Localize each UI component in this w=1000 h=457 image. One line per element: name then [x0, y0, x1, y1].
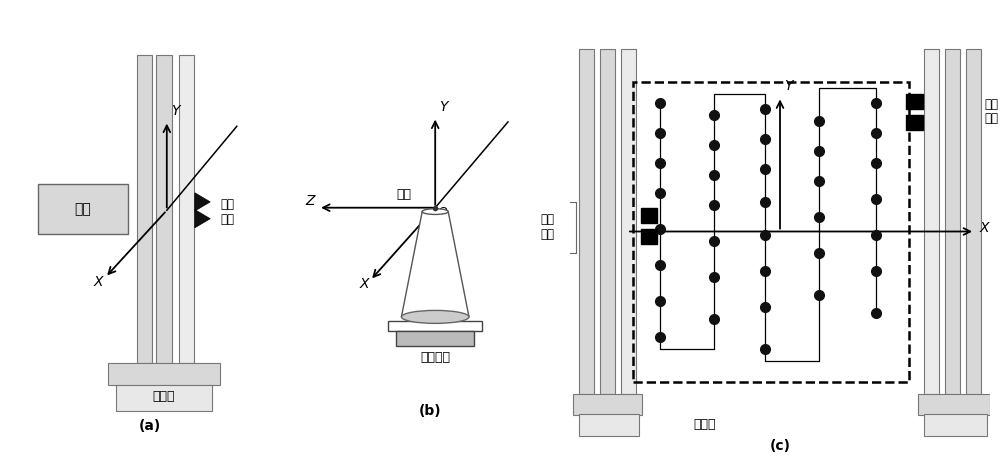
Text: 收发
探头: 收发 探头 — [220, 198, 234, 226]
Bar — [640, 207, 657, 223]
Bar — [137, 55, 152, 363]
Bar — [579, 414, 639, 436]
Text: 收发
探头: 收发 探头 — [540, 213, 554, 241]
Bar — [573, 393, 642, 414]
Bar — [633, 81, 909, 382]
Bar — [600, 48, 615, 393]
Bar — [38, 184, 128, 234]
Text: Y: Y — [439, 101, 448, 115]
Bar — [108, 363, 220, 385]
Bar — [388, 321, 482, 331]
Text: (b): (b) — [419, 404, 441, 418]
Bar — [640, 228, 657, 244]
Bar — [924, 48, 939, 393]
Bar — [945, 48, 960, 393]
Text: O: O — [438, 206, 448, 218]
Text: (c): (c) — [770, 440, 790, 453]
Bar — [918, 393, 990, 414]
Ellipse shape — [422, 209, 448, 214]
Bar — [156, 55, 172, 363]
Polygon shape — [401, 212, 469, 317]
Text: Y: Y — [171, 104, 180, 118]
Text: 目标支架: 目标支架 — [420, 351, 450, 364]
Bar — [519, 202, 576, 253]
Text: 原点: 原点 — [396, 188, 412, 201]
Polygon shape — [195, 193, 210, 211]
Text: 矢网: 矢网 — [74, 202, 91, 216]
Bar — [924, 414, 987, 436]
Text: X: X — [360, 277, 369, 291]
Bar — [116, 385, 212, 410]
Bar — [621, 48, 636, 393]
Bar — [966, 48, 981, 393]
Ellipse shape — [401, 310, 469, 324]
Text: Z: Z — [305, 194, 315, 208]
Text: 扫描架: 扫描架 — [694, 419, 716, 431]
Bar — [579, 48, 594, 393]
Polygon shape — [195, 210, 210, 228]
Bar — [906, 94, 922, 108]
Bar — [396, 331, 474, 345]
Bar — [179, 55, 194, 363]
Text: X: X — [980, 220, 989, 234]
Bar — [906, 115, 922, 129]
Text: Y: Y — [784, 80, 793, 94]
Text: 扫描架: 扫描架 — [153, 390, 175, 403]
Text: X: X — [94, 275, 104, 289]
Text: (a): (a) — [139, 419, 161, 433]
Text: 收发
探头: 收发 探头 — [984, 97, 998, 126]
